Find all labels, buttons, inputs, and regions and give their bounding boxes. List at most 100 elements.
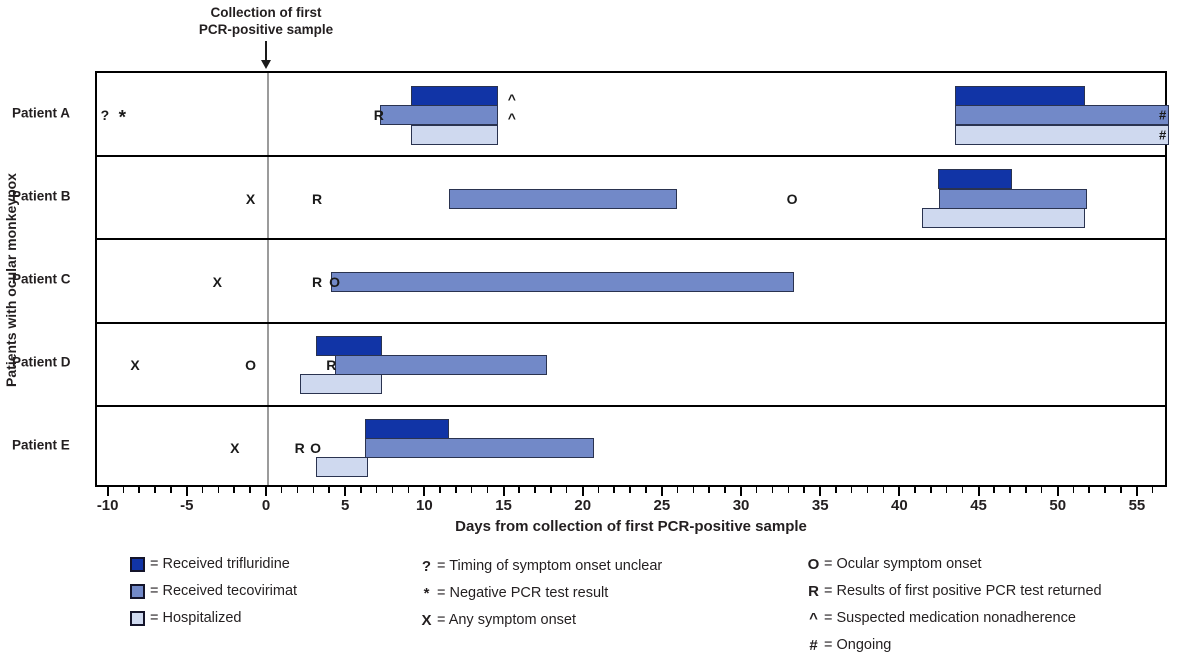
- legend-label: = Hospitalized: [150, 610, 242, 626]
- axis-tick-label: 30: [732, 497, 750, 514]
- legend-item-symbol: ^ = Suspected medication nonadherence: [806, 608, 1102, 628]
- axis-minor-tick: [534, 487, 536, 493]
- axis-minor-tick: [439, 487, 441, 493]
- marker-r: R: [326, 357, 337, 374]
- legend-symbol-column-middle: ? = Timing of symptom onset unclear * = Neg…: [419, 556, 662, 630]
- axis-tick-label: 25: [653, 497, 671, 514]
- legend-symbol-glyph: *: [423, 584, 430, 602]
- axis-minor-tick: [312, 487, 315, 493]
- axis-minor-tick: [724, 487, 726, 493]
- legend-symbol-column-right: O = Ocular symptom onset R = Results of fir…: [806, 554, 1102, 655]
- bar-trifluridine: [937, 169, 1013, 190]
- axis-minor-tick: [613, 487, 615, 493]
- axis-minor-tick: [771, 487, 774, 493]
- axis-minor-tick: [1009, 487, 1011, 493]
- marker-x: X: [130, 357, 140, 374]
- axis-minor-tick: [866, 487, 869, 493]
- axis-minor-tick: [565, 487, 568, 493]
- patient-band-divider: [97, 238, 1165, 241]
- marker-x: X: [212, 273, 222, 290]
- legend-label: = Ocular symptom onset: [824, 556, 982, 572]
- axis-major-tick: [581, 487, 584, 496]
- bar-hospitalized: [299, 374, 382, 395]
- axis-minor-tick: [280, 487, 283, 493]
- axis-major-tick: [185, 487, 188, 496]
- legend-label: = Timing of symptom onset unclear: [437, 558, 663, 574]
- axis-minor-tick: [122, 487, 124, 493]
- axis-minor-tick: [850, 487, 853, 493]
- legend-symbol-glyph: R: [808, 582, 819, 600]
- marker-x: X: [245, 190, 256, 207]
- annotation-line1: Collection of first: [210, 5, 322, 20]
- axis-minor-tick: [328, 487, 330, 493]
- patient-band-divider: [97, 404, 1165, 407]
- axis-tick-label: 10: [416, 497, 433, 514]
- legend-label: = Results of first positive PCR test ret…: [824, 583, 1102, 599]
- axis-minor-tick: [597, 487, 600, 493]
- bar-tecovirimat: [334, 355, 547, 376]
- bar-hospitalized-ongoing: [955, 124, 1169, 145]
- axis-major-tick: [265, 487, 267, 496]
- marker-r: R: [294, 440, 305, 457]
- annotation-arrow-icon: [261, 60, 271, 69]
- patient-label: Patient E: [12, 437, 70, 453]
- x-axis: -10 -5 0 5 10 15 20 25 30 35 40 45 50 55: [95, 487, 1167, 521]
- axis-minor-tick: [1151, 487, 1154, 493]
- axis-minor-tick: [518, 487, 520, 493]
- axis-tick-label: 55: [1128, 497, 1146, 514]
- legend-symbol-glyph: #: [809, 636, 818, 654]
- x-axis-title: Days from collection of first PCR-positi…: [455, 518, 807, 535]
- legend-label: = Received tecovirimat: [150, 583, 298, 599]
- axis-minor-tick: [455, 487, 457, 493]
- axis-minor-tick: [645, 487, 647, 493]
- legend-symbol-glyph: O: [807, 555, 820, 573]
- bar-tecovirimat: [364, 438, 595, 459]
- axis-major-tick: [423, 487, 426, 496]
- axis-minor-tick: [550, 487, 552, 493]
- bar-tecovirimat: [331, 271, 794, 292]
- bar-tecovirimat: [380, 105, 498, 126]
- legend-symbol-glyph: ?: [421, 557, 432, 575]
- axis-minor-tick: [486, 487, 489, 493]
- patient-band-divider: [97, 321, 1165, 324]
- legend-item-hospitalized: = Hospitalized: [130, 608, 297, 628]
- axis-minor-tick: [803, 487, 805, 493]
- patient-label: Patient C: [12, 271, 71, 287]
- axis-minor-tick: [945, 487, 948, 493]
- legend-label: = Any symptom onset: [437, 612, 577, 628]
- axis-minor-tick: [154, 487, 156, 493]
- axis-major-tick: [977, 487, 980, 496]
- marker-question: ?: [100, 107, 110, 124]
- bar-tecovirimat: [939, 188, 1087, 209]
- patient-band-divider: [97, 155, 1165, 158]
- bar-trifluridine: [410, 86, 498, 107]
- axis-tick-label: 0: [261, 497, 271, 514]
- axis-minor-tick: [375, 487, 378, 493]
- axis-minor-tick: [787, 487, 790, 493]
- hospitalized-swatch-icon: [130, 610, 145, 626]
- axis-minor-tick: [407, 487, 410, 493]
- marker-o: O: [786, 190, 798, 207]
- marker-r: R: [312, 273, 323, 290]
- patient-label: Patient D: [12, 354, 71, 370]
- marker-r: R: [312, 190, 323, 207]
- axis-minor-tick: [360, 487, 362, 493]
- axis-minor-tick: [470, 487, 473, 493]
- legend-symbol-glyph: X: [421, 611, 432, 629]
- plot-area: ? * R ^ ^ # # X R O X R O X O R X R O: [95, 71, 1169, 487]
- axis-major-tick: [660, 487, 663, 496]
- legend-item-symbol: R = Results of first positive PCR test re…: [806, 581, 1102, 601]
- legend-item-trifluridine: = Received trifluridine: [130, 554, 297, 574]
- axis-minor-tick: [755, 487, 758, 493]
- axis-minor-tick: [708, 487, 710, 493]
- marker-caret: ^: [507, 110, 516, 127]
- axis-major-tick: [1056, 487, 1059, 496]
- axis-minor-tick: [1040, 487, 1043, 493]
- axis-tick-label: 15: [495, 497, 512, 514]
- axis-minor-tick: [201, 487, 204, 493]
- marker-o: O: [329, 273, 340, 290]
- axis-tick-label: -10: [96, 497, 119, 514]
- patient-label: Patient B: [12, 188, 71, 204]
- legend-label: = Negative PCR test result: [437, 585, 609, 601]
